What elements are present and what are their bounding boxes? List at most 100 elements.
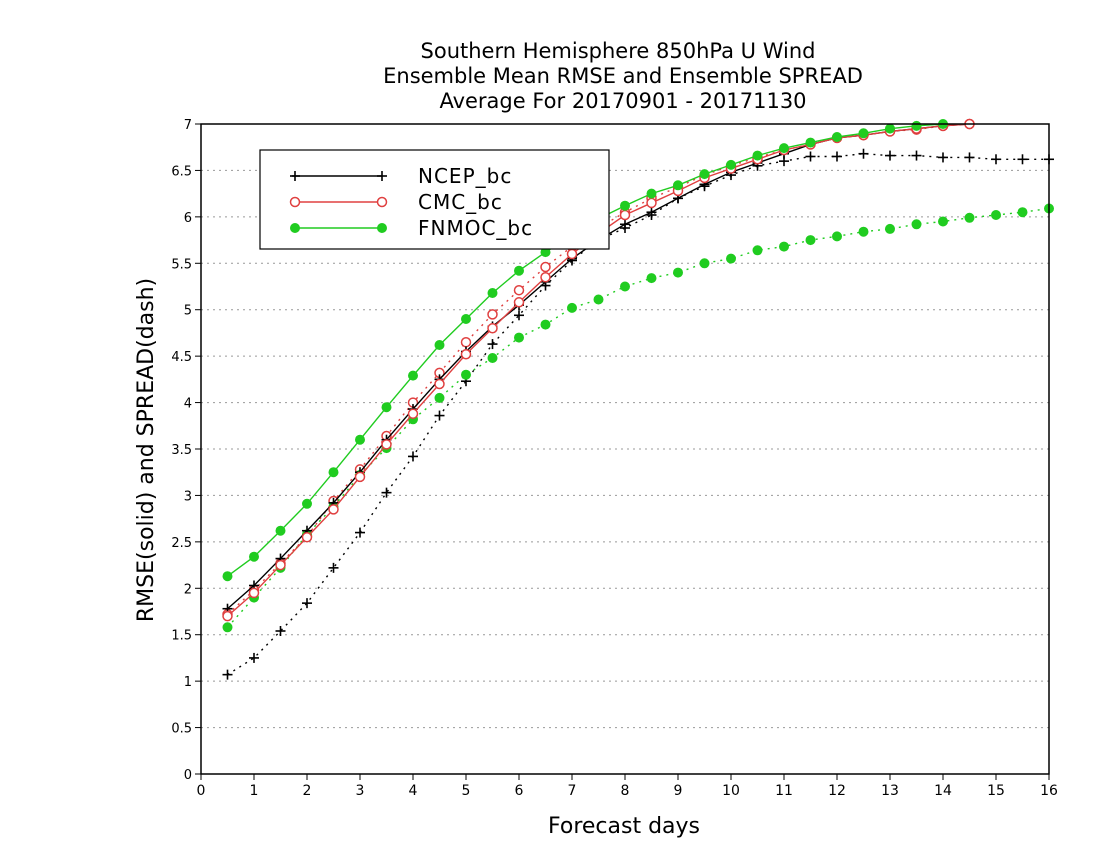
cmc_bc-rmse-point <box>248 587 260 599</box>
x-tick-label: 11 <box>775 783 793 799</box>
ncep_bc-spread-point <box>355 527 365 538</box>
legend-label: CMC_bc <box>418 190 503 214</box>
ncep_bc-spread-point <box>487 339 498 350</box>
ncep_bc-rmse-point <box>620 219 630 230</box>
fnmoc_bc-spread-point <box>673 267 683 278</box>
legend-marker <box>377 223 387 233</box>
fnmoc_bc-rmse-point <box>381 402 392 413</box>
x-tick-label: 4 <box>409 783 418 799</box>
ncep_bc-spread-line <box>227 153 1049 676</box>
x-tick-label: 5 <box>462 783 471 799</box>
cmc_bc-rmse-point <box>619 209 631 221</box>
fnmoc_bc-spread-point <box>434 392 445 403</box>
fnmoc_bc-spread-point <box>620 281 630 292</box>
fnmoc_bc-rmse-point <box>832 132 842 142</box>
ncep_bc-spread-point <box>222 669 233 680</box>
fnmoc_bc-spread-point <box>832 231 842 242</box>
y-tick-label: 5 <box>184 304 192 319</box>
fnmoc_bc-rmse-point <box>222 571 233 582</box>
fnmoc_bc-spread-point <box>699 258 710 269</box>
y-tick-label: 6.5 <box>171 164 192 179</box>
fnmoc_bc-spread-point <box>964 212 975 223</box>
fnmoc_bc-spread-point <box>487 353 498 363</box>
fnmoc_bc-rmse-point <box>302 498 312 509</box>
y-tick-label: 5.5 <box>171 257 192 272</box>
fnmoc_bc-rmse-point <box>487 288 498 298</box>
ncep_bc-spread-point <box>408 451 418 462</box>
y-tick-label: 6 <box>184 211 192 226</box>
x-tick-label: 15 <box>987 783 1005 799</box>
fnmoc_bc-rmse-point <box>249 551 259 562</box>
legend-box <box>259 149 610 250</box>
fnmoc_bc-spread-point <box>858 226 869 237</box>
fnmoc_bc-rmse-point <box>461 314 471 324</box>
cmc_bc-rmse-point <box>566 248 578 260</box>
chart-title: Southern Hemisphere 850hPa U Wind Ensemb… <box>383 39 863 113</box>
ncep_bc-spread-point <box>858 148 869 159</box>
y-tick-label: 0 <box>184 768 192 783</box>
chart-title-line-1: Southern Hemisphere 850hPa U Wind <box>421 39 816 63</box>
fnmoc_bc-spread-line <box>226 207 1050 628</box>
fnmoc_bc-rmse-point <box>726 159 736 170</box>
cmc_bc-rmse-point <box>381 439 392 450</box>
fnmoc_bc-spread-point <box>938 216 948 227</box>
ncep_bc-spread-point <box>911 150 922 161</box>
fnmoc_bc-spread-point <box>885 223 895 234</box>
x-tick-label: 7 <box>568 783 577 799</box>
y-tick-label: 4 <box>184 397 192 412</box>
ncep_bc-spread-point <box>938 152 948 163</box>
ncep_bc-rmse-point <box>646 207 657 218</box>
x-tick-label: 2 <box>303 783 312 799</box>
ncep_bc-spread-point <box>434 410 445 421</box>
x-tick-label: 12 <box>828 783 846 799</box>
x-tick-label: 9 <box>674 783 683 799</box>
fnmoc_bc-spread-point <box>1017 207 1028 218</box>
ncep_bc-spread-point <box>1017 154 1028 165</box>
fnmoc_bc-rmse-point <box>699 169 710 180</box>
fnmoc_bc-spread-point <box>567 302 577 313</box>
ncep_bc-spread-point <box>964 152 975 163</box>
legend-marker <box>377 171 387 181</box>
cmc_bc-rmse-point <box>487 323 498 334</box>
ncep_bc-spread-point <box>832 151 842 162</box>
cmc_bc-rmse-point <box>354 471 366 483</box>
cmc_bc-spread-point <box>513 284 525 296</box>
legend-marker <box>376 196 388 208</box>
y-tick-label: 1 <box>184 675 192 690</box>
cmc_bc-rmse-point <box>328 504 339 515</box>
x-tick-label: 1 <box>250 783 259 799</box>
cmc_bc-rmse-point <box>540 271 551 283</box>
cmc_bc-spread-line <box>227 123 970 615</box>
fnmoc_bc-spread-point <box>991 210 1001 220</box>
cmc_bc-rmse-point <box>646 197 657 209</box>
x-tick-label: 8 <box>621 783 630 799</box>
fnmoc_bc-rmse-point <box>885 123 895 134</box>
fnmoc_bc-spread-point <box>646 273 657 284</box>
fnmoc_bc-rmse-point <box>514 265 524 276</box>
fnmoc_bc-rmse-point <box>752 150 763 161</box>
x-axis: 0 1 2 3 4 5 6 7 8 9 10 11 12 13 14 15 16 <box>197 774 1058 799</box>
fnmoc_bc-spread-point <box>726 253 736 264</box>
fnmoc_bc-rmse-point <box>408 370 418 381</box>
fnmoc_bc-rmse-point <box>275 525 286 536</box>
fnmoc_bc-rmse-point <box>779 143 789 154</box>
x-axis-label: Forecast days <box>548 814 700 839</box>
ncep_bc-spread-point <box>275 626 286 636</box>
cmc_bc-spread-point <box>540 261 551 273</box>
fnmoc_bc-spread-point <box>752 245 763 256</box>
ncep_bc-spread-point <box>302 598 312 609</box>
y-axis-label: RMSE(solid) and SPREAD(dash) <box>134 278 159 622</box>
ncep_bc-spread-point <box>249 652 259 663</box>
cmc_bc-rmse-point <box>460 349 472 360</box>
ncep_bc-spread-point <box>514 310 524 321</box>
y-tick-label: 4.5 <box>171 350 192 365</box>
y-tick-label: 3.5 <box>171 443 192 458</box>
fnmoc_bc-spread-point <box>514 332 524 343</box>
fnmoc_bc-rmse-point <box>805 137 816 148</box>
cmc_bc-spread-point <box>460 336 472 348</box>
fnmoc_bc-rmse-point <box>355 434 365 445</box>
legend-marker <box>290 171 300 181</box>
y-tick-label: 1.5 <box>171 629 192 644</box>
